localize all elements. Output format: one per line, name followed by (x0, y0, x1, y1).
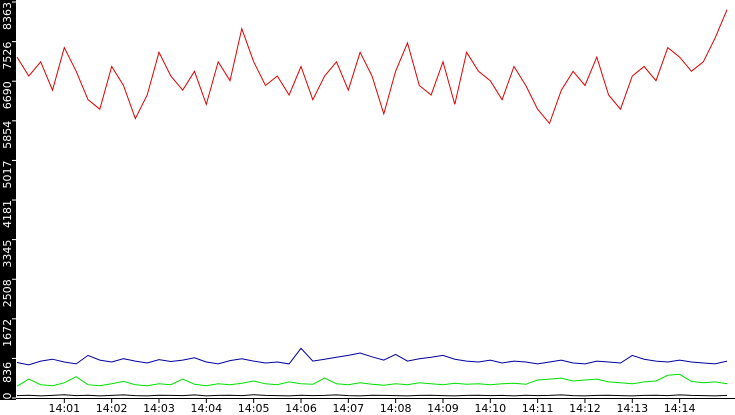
y-tick-label: 1672 (1, 319, 14, 347)
x-tick-label: 14:01 (48, 402, 80, 415)
y-tick-label: 2508 (1, 279, 14, 307)
y-tick-label: 5854 (1, 121, 14, 149)
y-tick-label: 4181 (1, 200, 14, 228)
x-tick-label: 14:14 (664, 402, 696, 415)
y-tick-label: 8363 (1, 2, 14, 30)
x-tick-label: 14:09 (427, 402, 459, 415)
x-tick-label: 14:10 (474, 402, 506, 415)
x-tick-label: 14:03 (143, 402, 175, 415)
x-tick-label: 14:12 (569, 402, 601, 415)
y-tick-label: 3345 (1, 240, 14, 268)
x-tick-label: 14:13 (616, 402, 648, 415)
series-line (16, 347, 728, 366)
x-tick-label: 14:07 (332, 402, 364, 415)
y-tick-label: 0 (1, 393, 14, 400)
y-tick-label: 5017 (1, 160, 14, 188)
series-line (16, 394, 728, 397)
series-line (16, 373, 728, 387)
x-tick-label: 14:11 (522, 402, 554, 415)
y-tick-label: 6690 (1, 81, 14, 109)
y-tick-label: 7526 (1, 42, 14, 70)
x-tick-label: 14:05 (238, 402, 270, 415)
y-axis-bar (0, 0, 16, 400)
x-tick-label: 14:06 (285, 402, 317, 415)
series-line (16, 9, 728, 125)
x-tick-label: 14:08 (380, 402, 412, 415)
x-tick-label: 14:02 (96, 402, 128, 415)
y-tick-label: 836 (1, 362, 14, 383)
x-tick-label: 14:04 (190, 402, 222, 415)
